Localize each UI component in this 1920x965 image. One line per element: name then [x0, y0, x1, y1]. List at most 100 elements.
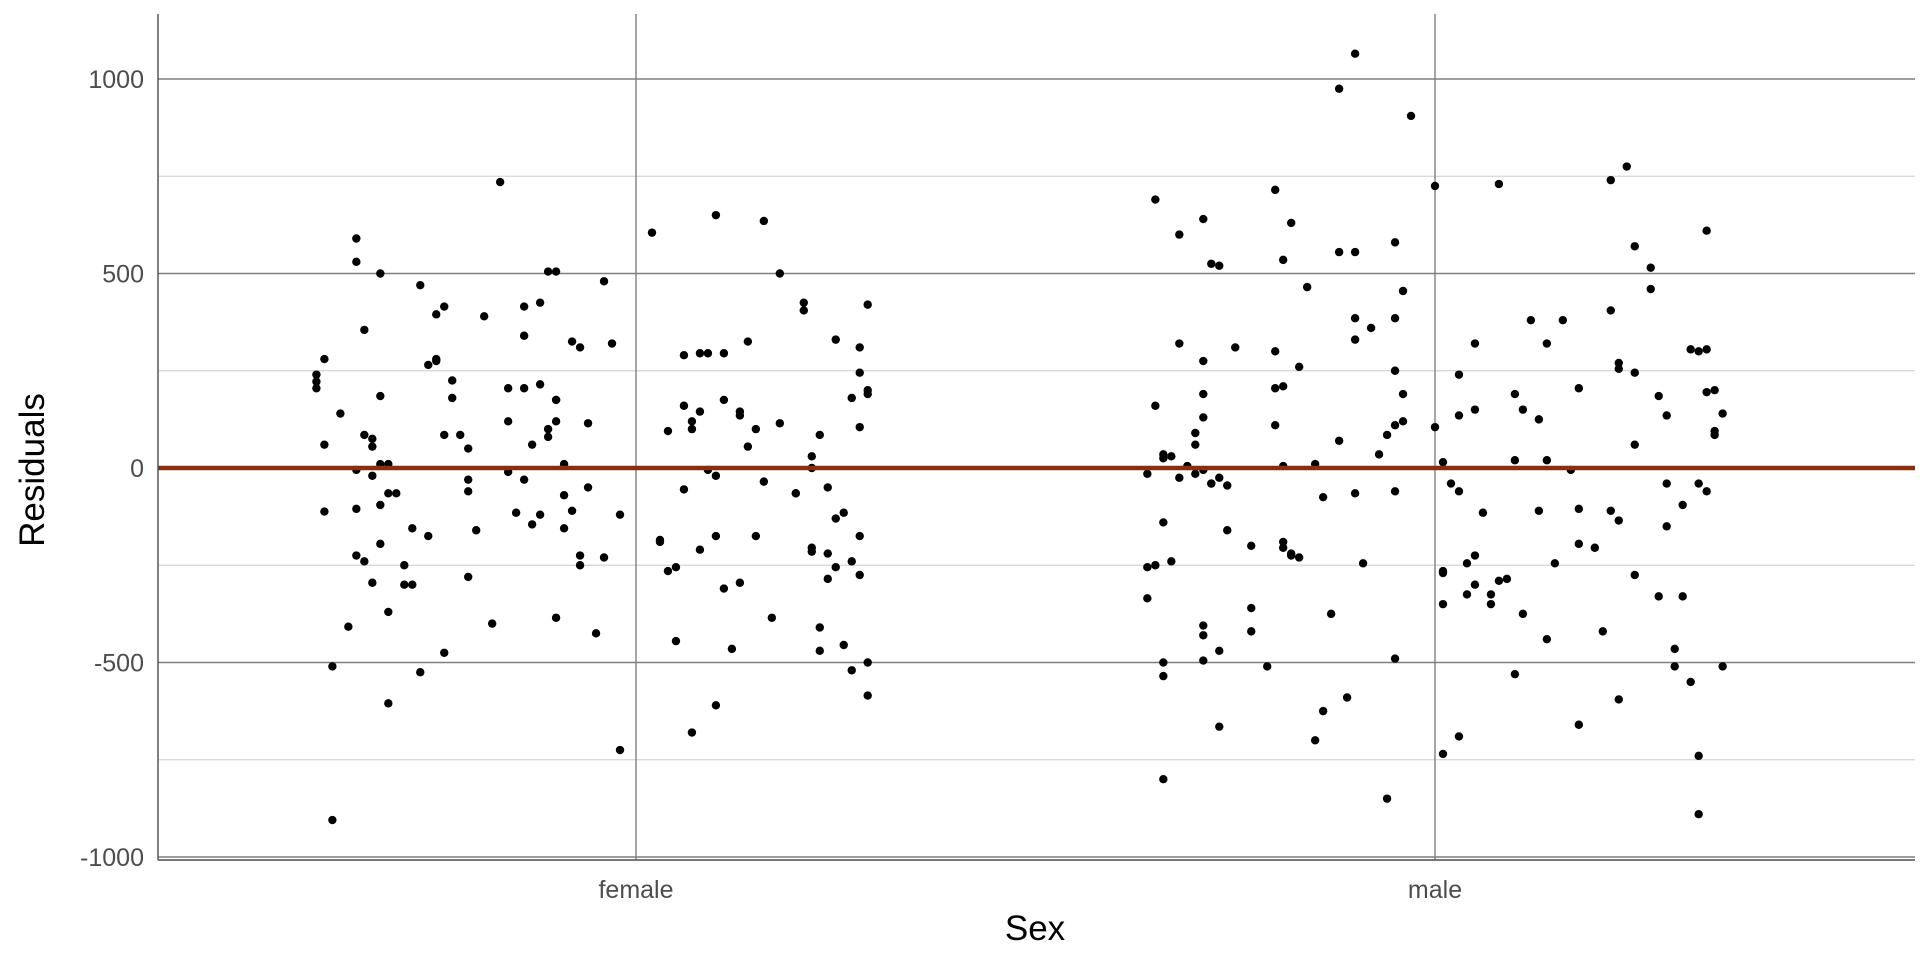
data-point	[823, 549, 832, 558]
data-point	[1247, 603, 1256, 613]
data-point	[1614, 364, 1623, 374]
data-point	[1159, 775, 1168, 784]
data-point	[1334, 436, 1344, 445]
data-point	[863, 658, 872, 667]
data-point	[1694, 347, 1703, 356]
data-point	[1662, 411, 1671, 420]
data-point	[1167, 452, 1176, 461]
data-point	[1502, 574, 1512, 584]
data-point	[1151, 561, 1160, 570]
data-point	[1350, 489, 1360, 498]
data-point	[1694, 751, 1703, 761]
data-point	[400, 561, 409, 570]
data-point	[855, 368, 864, 377]
data-point	[1470, 580, 1480, 589]
data-point	[1702, 487, 1711, 496]
data-point	[1670, 662, 1679, 671]
data-point	[775, 269, 785, 278]
data-point	[855, 570, 864, 580]
data-point	[1286, 551, 1296, 560]
data-point	[503, 384, 513, 393]
data-point	[1191, 428, 1200, 438]
data-point	[1702, 226, 1711, 235]
data-point	[719, 349, 729, 358]
data-point	[1278, 543, 1288, 552]
data-point	[344, 622, 353, 631]
data-point	[1199, 621, 1208, 630]
data-point	[1358, 559, 1368, 568]
data-point	[543, 424, 553, 434]
data-point	[1159, 658, 1168, 667]
data-point	[1143, 469, 1152, 479]
data-point	[312, 370, 321, 379]
grid-layer	[158, 14, 1915, 860]
data-point	[791, 489, 800, 498]
data-point	[376, 391, 385, 401]
data-point	[727, 644, 737, 654]
data-point	[1143, 594, 1152, 603]
data-point	[1438, 749, 1448, 759]
data-point	[352, 504, 361, 514]
data-point	[1390, 421, 1400, 430]
data-point	[831, 514, 840, 523]
data-point	[743, 442, 753, 451]
data-point	[1510, 456, 1520, 465]
data-point	[711, 531, 721, 541]
data-point	[855, 422, 864, 432]
data-point	[591, 629, 601, 638]
data-point	[767, 613, 777, 622]
data-point	[1630, 570, 1639, 580]
data-point	[1390, 314, 1400, 323]
data-point	[1215, 722, 1224, 731]
data-point	[815, 430, 824, 440]
data-point	[1654, 592, 1663, 601]
data-point	[527, 520, 537, 529]
data-point	[464, 572, 473, 582]
data-point	[1518, 405, 1528, 414]
data-point	[1678, 500, 1687, 510]
data-point	[1398, 417, 1408, 426]
data-point	[1606, 506, 1615, 515]
data-point	[1478, 508, 1488, 517]
data-point	[360, 325, 369, 335]
data-point	[400, 580, 409, 589]
data-point	[1710, 386, 1719, 395]
data-point	[1199, 356, 1208, 366]
data-point	[1614, 695, 1623, 704]
data-point	[1271, 347, 1280, 356]
data-point	[1278, 255, 1288, 265]
data-point	[1294, 362, 1304, 372]
data-point	[551, 417, 561, 426]
data-point	[1191, 469, 1200, 479]
data-point	[1574, 384, 1584, 393]
data-point	[687, 728, 697, 737]
data-point	[535, 298, 545, 307]
data-point	[1159, 454, 1168, 463]
data-point	[1678, 592, 1687, 601]
data-point	[1438, 457, 1448, 467]
data-point	[759, 216, 769, 226]
data-point	[735, 411, 745, 420]
data-point	[440, 648, 449, 657]
data-point	[607, 339, 617, 348]
data-point	[823, 574, 832, 584]
data-point	[1223, 526, 1232, 535]
data-point	[1694, 810, 1703, 819]
data-point	[751, 424, 761, 434]
data-point	[695, 545, 705, 554]
data-point	[575, 551, 585, 560]
data-point	[384, 607, 393, 617]
data-point	[1510, 389, 1520, 399]
data-point	[519, 384, 529, 393]
data-point	[320, 507, 329, 516]
data-point	[687, 424, 697, 434]
data-point	[1151, 195, 1160, 204]
data-point	[1310, 736, 1320, 745]
data-point	[1326, 609, 1336, 619]
data-point	[1534, 506, 1544, 515]
data-point	[679, 401, 689, 410]
data-point	[1542, 456, 1552, 465]
data-point	[1278, 537, 1288, 547]
data-point	[551, 395, 561, 405]
